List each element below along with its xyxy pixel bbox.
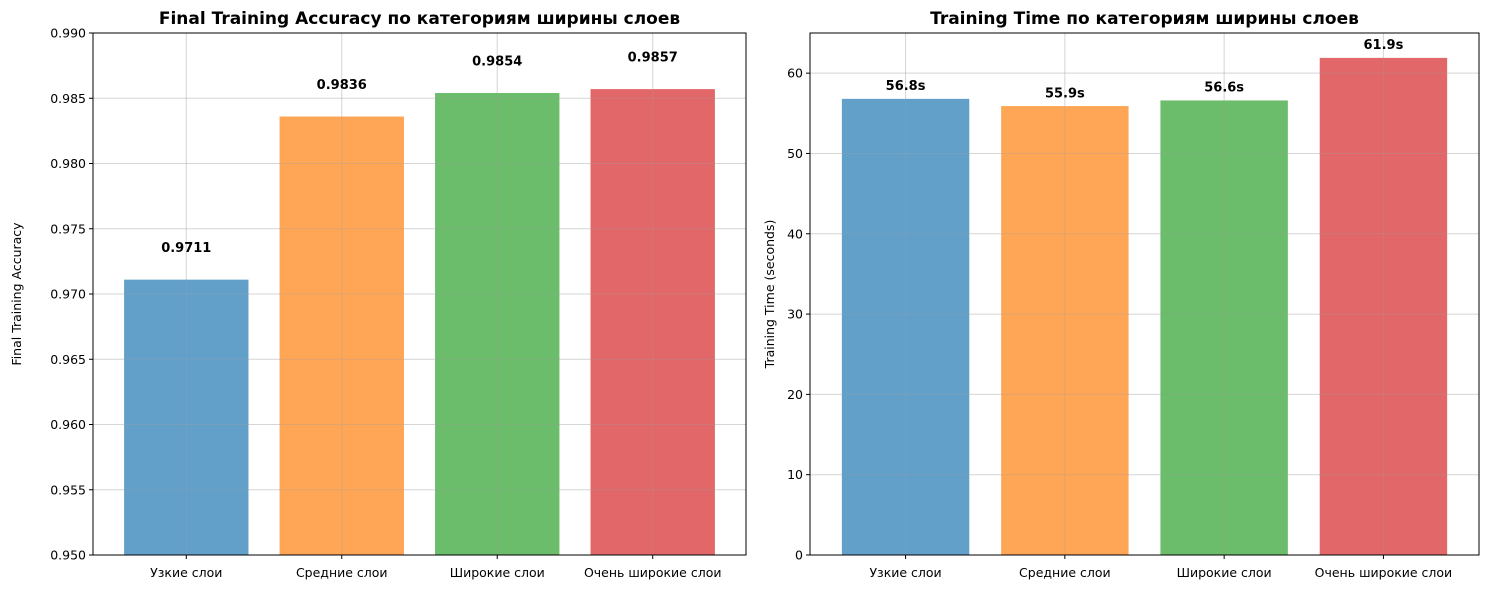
x-tick-label: Широкие слои — [450, 565, 545, 580]
accuracy-chart: Final Training Accuracy по категориям ши… — [9, 9, 747, 580]
y-tick-label: 10 — [787, 467, 803, 482]
y-tick-label: 50 — [787, 146, 803, 161]
value-label: 0.9854 — [472, 55, 522, 70]
y-tick-label: 0.960 — [50, 417, 86, 432]
y-tick-label: 0.965 — [50, 352, 86, 367]
bar — [1319, 57, 1448, 555]
x-tick-label: Узкие слои — [869, 565, 941, 580]
y-tick-label: 0.990 — [50, 26, 86, 41]
x-tick-label: Узкие слои — [150, 565, 222, 580]
bar — [435, 93, 560, 555]
value-label: 0.9857 — [628, 51, 678, 66]
x-tick-label: Средние слои — [1019, 565, 1111, 580]
plot-frame — [809, 32, 1480, 556]
y-axis-label: Final Training Accuracy — [9, 222, 24, 366]
value-label: 0.9836 — [317, 78, 367, 93]
x-tick-label: Средние слои — [296, 565, 388, 580]
value-label: 55.9s — [1045, 86, 1085, 101]
training-time-chart: Training Time по категориям ширины слоев… — [762, 9, 1480, 580]
y-tick-label: 0.980 — [50, 156, 86, 171]
y-tick-label: 0.970 — [50, 287, 86, 302]
bar — [590, 89, 715, 556]
x-tick-label: Широкие слои — [1177, 565, 1272, 580]
bars — [841, 57, 1448, 556]
bar — [1001, 106, 1129, 555]
chart-title: Final Training Accuracy по категориям ши… — [159, 9, 681, 29]
bar — [1160, 100, 1288, 555]
value-label: 61.9s — [1364, 38, 1404, 53]
bar — [841, 98, 970, 556]
y-tick-label: 60 — [787, 66, 803, 81]
x-tick-label: Очень широкие слои — [584, 565, 722, 580]
value-label: 56.6s — [1204, 81, 1244, 96]
y-tick-label: 0.975 — [50, 221, 86, 236]
y-tick-label: 40 — [787, 226, 803, 241]
y-tick-label: 0.985 — [50, 91, 86, 106]
y-tick-label: 0.950 — [50, 548, 86, 563]
y-tick-label: 0.955 — [50, 482, 86, 497]
value-label: 56.8s — [886, 79, 926, 94]
y-tick-label: 0 — [795, 548, 803, 563]
bar — [124, 279, 249, 555]
y-tick-label: 20 — [787, 387, 803, 402]
y-axis-label: Training Time (seconds) — [762, 220, 777, 370]
x-tick-label: Очень широкие слои — [1315, 565, 1453, 580]
bar — [279, 116, 404, 556]
value-label: 0.9711 — [161, 241, 211, 256]
y-tick-label: 30 — [787, 307, 803, 322]
bars — [124, 89, 715, 556]
chart-title: Training Time по категориям ширины слоев — [930, 9, 1359, 29]
